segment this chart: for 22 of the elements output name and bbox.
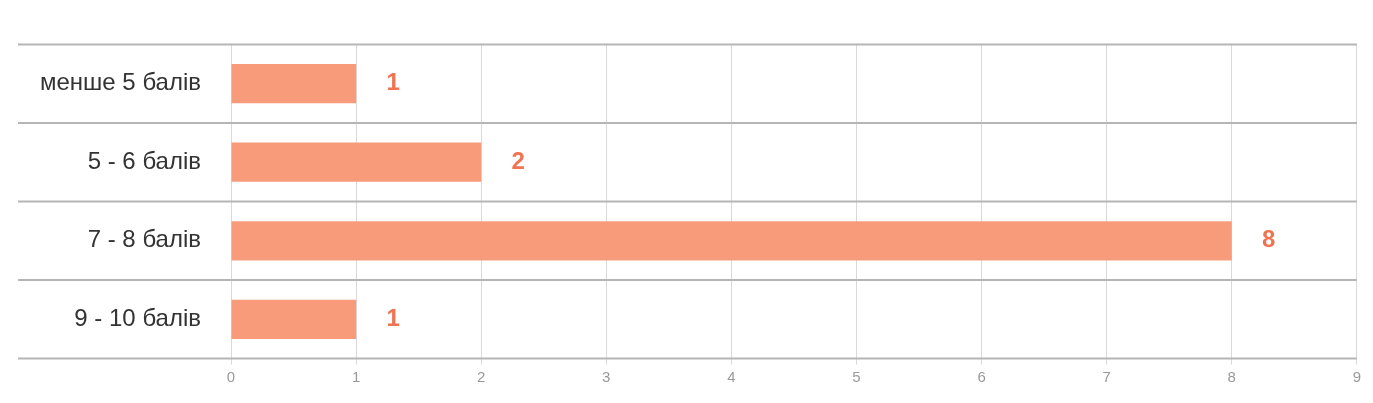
x-tick-label: 9 bbox=[1352, 367, 1361, 385]
y-tick-label: 7 - 8 балів bbox=[87, 225, 202, 253]
data-label: 1 bbox=[386, 68, 400, 96]
y-tick-label: менше 5 балів bbox=[40, 68, 202, 96]
bar bbox=[231, 142, 482, 182]
data-label: 1 bbox=[386, 303, 400, 331]
x-tick-label: 8 bbox=[1227, 367, 1236, 385]
bar bbox=[231, 221, 1232, 261]
x-tick-label: 0 bbox=[226, 367, 236, 385]
y-tick-label: 9 - 10 балів bbox=[74, 303, 202, 331]
x-tick-label: 2 bbox=[477, 367, 486, 385]
bar bbox=[231, 64, 357, 104]
data-label: 2 bbox=[511, 146, 525, 174]
x-tick-label: 4 bbox=[727, 367, 736, 385]
x-tick-label: 6 bbox=[977, 367, 986, 385]
y-tick-label: 5 - 6 балів bbox=[87, 146, 202, 174]
x-tick-label: 5 bbox=[852, 367, 861, 385]
x-tick-label: 7 bbox=[1102, 367, 1111, 385]
bar bbox=[231, 299, 357, 339]
x-tick-label: 3 bbox=[602, 367, 611, 385]
x-tick-label: 1 bbox=[351, 367, 361, 385]
data-label: 8 bbox=[1262, 225, 1276, 253]
